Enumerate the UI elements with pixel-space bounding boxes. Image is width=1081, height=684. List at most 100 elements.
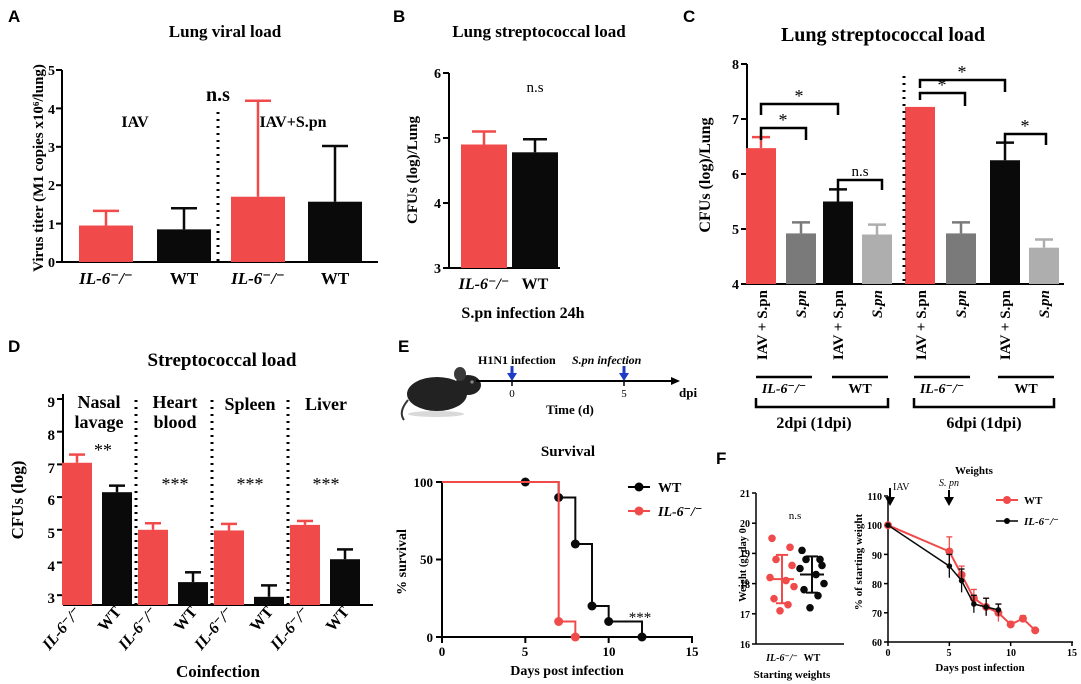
panel-f-arrow-iav: IAV bbox=[893, 482, 910, 493]
weight-dot bbox=[768, 534, 776, 543]
panel-c-barlabel: S.pn bbox=[1037, 290, 1053, 318]
panel-a-xlabel: IL-6⁻/⁻ bbox=[230, 269, 285, 288]
panel-c-bar bbox=[946, 233, 976, 284]
panel-b-footer: S.pn infection 24h bbox=[461, 305, 584, 322]
panel-a-xlabel: IL-6⁻/⁻ bbox=[78, 269, 133, 288]
panel-c-barlabel: IAV + S.pn bbox=[755, 289, 771, 360]
timeline-unit: dpi bbox=[679, 385, 697, 400]
panel-d-letter: D bbox=[8, 337, 20, 356]
panel-b-bars bbox=[461, 130, 558, 268]
panel-f-left-ticklabel: 18 bbox=[740, 580, 750, 591]
panel-f-right-xticklabel: 5 bbox=[947, 648, 952, 659]
weight-dot bbox=[800, 585, 808, 594]
panel-f-left-dots bbox=[766, 534, 828, 615]
panel-d-group: blood bbox=[153, 412, 196, 432]
survival-il6-point bbox=[570, 632, 580, 642]
panel-e-xticklabel: 10 bbox=[603, 644, 616, 659]
survival-il6-point bbox=[554, 617, 564, 626]
weight-dot bbox=[782, 576, 790, 585]
survival-il6-line bbox=[442, 481, 577, 637]
panel-a-ticks bbox=[56, 69, 62, 263]
panel-c-genotype: WT bbox=[848, 382, 872, 397]
panel-a-group-left: IAV bbox=[121, 114, 149, 131]
panel-c-genotype: IL-6⁻/⁻ bbox=[761, 382, 806, 397]
panel-c-bar bbox=[786, 233, 816, 284]
panel-c-letter: C bbox=[683, 7, 695, 26]
weight-dot bbox=[798, 546, 806, 555]
panel-e-xticklabel: 15 bbox=[686, 644, 700, 659]
survival-wt-point bbox=[637, 632, 647, 642]
panel-f-right-yticklabel: 110 bbox=[868, 492, 882, 503]
panel-a-bars bbox=[79, 99, 362, 262]
panel-e-yticklabel: 0 bbox=[427, 630, 434, 645]
panel-c-genotype: IL-6⁻/⁻ bbox=[919, 382, 964, 397]
panel-a-ticklabel: 5 bbox=[48, 64, 55, 79]
panel-f-left-ticklabel: 17 bbox=[740, 610, 750, 621]
panel-c-ticklabel: 4 bbox=[732, 278, 739, 293]
panel-f-right-yticklabel: 60 bbox=[872, 638, 882, 649]
panel-f-right-xticklabel: 10 bbox=[1006, 648, 1016, 659]
panel-c-timepoint: 2dpi (1dpi) bbox=[776, 415, 851, 432]
panel-d-ticklabel: 7 bbox=[48, 461, 56, 477]
panel-a-bar bbox=[157, 229, 211, 262]
mouse-icon bbox=[400, 367, 481, 421]
weight-point bbox=[958, 577, 965, 584]
panel-c-title: Lung streptococcal load bbox=[781, 24, 985, 46]
weight-line bbox=[887, 524, 999, 611]
panel-e-xticklabel: 5 bbox=[522, 644, 529, 659]
panel-d-group: lavage bbox=[75, 412, 124, 432]
panel-c-brackets bbox=[759, 78, 1048, 190]
weight-dot bbox=[786, 543, 794, 552]
weight-dot bbox=[820, 579, 828, 588]
weight-point bbox=[971, 601, 977, 607]
spn-weight-arrow-icon bbox=[944, 490, 954, 506]
panel-c-ticklabel: 8 bbox=[732, 58, 739, 73]
h1n1-arrow-icon bbox=[507, 366, 517, 381]
weight-dot bbox=[796, 564, 804, 573]
panel-d-group: Liver bbox=[305, 394, 347, 414]
panel-f-legend-wt: WT bbox=[1024, 495, 1043, 507]
panel-d-bar bbox=[214, 530, 244, 605]
panel-f-legend-il6: IL-6⁻/⁻ bbox=[1023, 516, 1059, 528]
panel-a-ticklabel: 3 bbox=[48, 141, 55, 156]
panel-f-left-ticklabel: 20 bbox=[740, 519, 750, 530]
timeline-t5: 5 bbox=[621, 388, 627, 400]
timeline-h1n1-label: H1N1 infection bbox=[478, 353, 556, 367]
panel-f-right-xticklabel: 0 bbox=[886, 648, 891, 659]
panel-a-bar bbox=[308, 201, 362, 262]
weight-dot bbox=[802, 555, 810, 564]
panel-c-sig: n.s bbox=[851, 164, 868, 180]
panel-d-xtitle: Coinfection bbox=[176, 662, 261, 681]
panel-c-barlabel: S.pn bbox=[870, 290, 886, 318]
panel-c-bar bbox=[823, 201, 853, 284]
panel-f-right-lines bbox=[884, 521, 1040, 635]
panel-f-left-ticks bbox=[752, 492, 756, 645]
panel-d-xlabel: WT bbox=[95, 603, 125, 635]
panel-b-bar bbox=[512, 152, 558, 268]
panel-c-sig: * bbox=[938, 75, 947, 95]
panel-d-sig: *** bbox=[162, 474, 189, 494]
panel-d-group: Heart bbox=[153, 392, 198, 412]
panel-d-xlabel: IL-6⁻/⁻ bbox=[115, 604, 161, 655]
panel-d-xlabel: WT bbox=[171, 603, 201, 635]
panel-f-left-ticklabel: 19 bbox=[740, 549, 750, 560]
panel-d-xlabel: WT bbox=[247, 603, 277, 635]
panel-f-right-yticklabel: 100 bbox=[867, 521, 882, 532]
panel-f-right-yticklabel: 90 bbox=[872, 551, 882, 562]
panel-b-ticklabel: 5 bbox=[434, 132, 441, 147]
panel-d-bar bbox=[330, 559, 360, 605]
panel-d-ticklabel: 3 bbox=[48, 591, 56, 607]
weight-dot bbox=[776, 606, 784, 615]
panel-a-title: Lung viral load bbox=[169, 22, 282, 41]
iav-arrow-icon bbox=[885, 488, 895, 506]
panel-c-barlabel: IAV + S.pn bbox=[914, 289, 930, 360]
panel-f-right-xlabel: Days post infection bbox=[935, 662, 1024, 674]
survival-wt-line bbox=[525, 481, 643, 637]
panel-f-right-axes bbox=[887, 496, 1073, 643]
panel-a-ylabel: Virus titer (M1 copies x10⁶/lung) bbox=[31, 64, 47, 272]
panel-f-right-ylabel: % of starting weight bbox=[853, 514, 865, 611]
panel-f-left-xtitle: Starting weights bbox=[754, 669, 831, 681]
panel-a-bar bbox=[79, 225, 133, 262]
panel-e-legend bbox=[628, 482, 650, 516]
